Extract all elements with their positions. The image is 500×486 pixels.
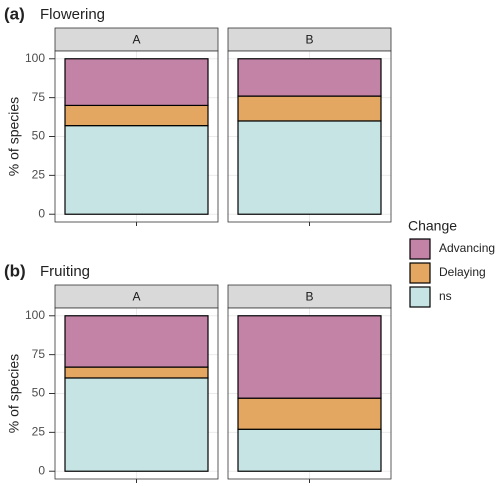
panel-tag: (a)	[4, 4, 25, 23]
y-tick-label: 75	[32, 90, 46, 104]
panel-border	[227, 50, 392, 223]
strip-label: A	[132, 290, 140, 304]
legend-label: Advancing	[439, 241, 495, 255]
bar-segment	[64, 104, 209, 127]
bar-segment	[64, 366, 209, 379]
bar-segment	[237, 397, 382, 430]
y-tick-label: 100	[25, 308, 45, 322]
panel-border	[227, 307, 392, 480]
y-tick-label: 100	[25, 51, 45, 65]
bar-segment	[64, 315, 209, 368]
bar-segment	[64, 377, 209, 472]
y-tick-label: 75	[32, 347, 46, 361]
chart-title: Flowering	[40, 6, 105, 23]
bar-segment	[64, 58, 209, 107]
legend-title: Change	[408, 218, 457, 234]
bar-segment	[237, 120, 382, 215]
y-tick-label: 50	[32, 386, 46, 400]
y-tick-label: 25	[32, 425, 46, 439]
chart-title: Fruiting	[40, 263, 90, 280]
legend-key	[409, 238, 431, 260]
y-tick-label: 0	[38, 206, 45, 220]
strip-label: A	[132, 33, 140, 47]
y-axis-label: % of species	[6, 97, 22, 176]
y-tick-label: 50	[32, 129, 46, 143]
bar-segment	[237, 58, 382, 97]
panel-tag: (b)	[4, 261, 26, 280]
y-tick-label: 0	[38, 463, 45, 477]
panel-border	[54, 50, 219, 223]
bar-segment	[237, 95, 382, 122]
panel-border	[54, 307, 219, 480]
bar-segment	[64, 125, 209, 215]
y-tick-label: 25	[32, 168, 46, 182]
legend-label: Delaying	[439, 265, 486, 279]
y-axis-label: % of species	[6, 354, 22, 433]
bar-segment	[237, 315, 382, 399]
legend-label: ns	[439, 289, 452, 303]
bar-segment	[237, 428, 382, 472]
legend-key	[409, 262, 431, 284]
strip-label: B	[305, 33, 313, 47]
strip-label: B	[305, 290, 313, 304]
legend-key	[409, 286, 431, 308]
